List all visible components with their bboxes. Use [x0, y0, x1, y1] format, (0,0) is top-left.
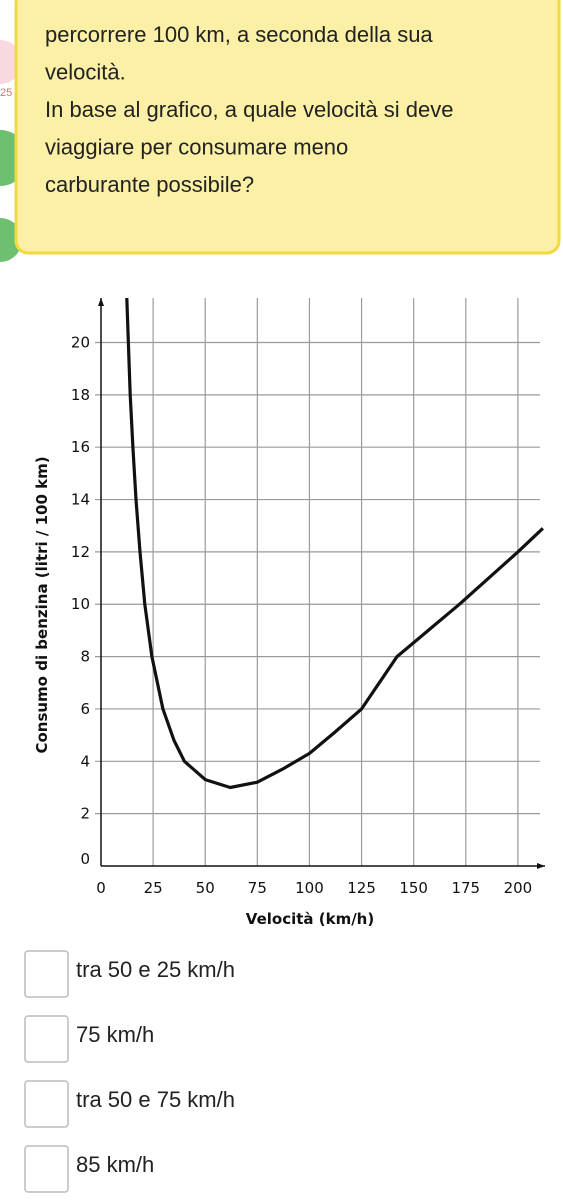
checkbox[interactable]: [24, 1145, 69, 1193]
y-axis-label: Consumo di benzina (litri / 100 km): [33, 456, 51, 753]
y-tick-label: 14: [71, 491, 90, 509]
checkbox[interactable]: [24, 950, 69, 998]
x-tick-label: 50: [196, 879, 215, 897]
x-tick-label: 75: [248, 879, 267, 897]
x-tick-label: 25: [144, 879, 163, 897]
y-tick-label: 10: [71, 595, 90, 613]
x-tick-label: 125: [347, 879, 376, 897]
y-tick-label: 0: [80, 850, 90, 868]
y-tick-label: 4: [80, 752, 90, 770]
y-tick-label: 16: [71, 438, 90, 456]
option-label[interactable]: 75 km/h: [76, 1022, 154, 1047]
option-label[interactable]: tra 50 e 25 km/h: [76, 957, 235, 982]
x-tick-label: 0: [96, 879, 106, 897]
y-tick-label: 20: [71, 333, 90, 351]
question-box: [14, 0, 561, 255]
question-line: In base al grafico, a quale velocità si …: [45, 97, 453, 122]
question-line: velocità.: [45, 60, 126, 85]
curve: [125, 297, 544, 790]
y-tick-label: 6: [80, 700, 90, 718]
option-label[interactable]: tra 50 e 75 km/h: [76, 1087, 235, 1112]
x-tick-label: 100: [295, 879, 324, 897]
side-badge: 25: [0, 87, 12, 99]
question-line: viaggiare per consumare meno: [45, 135, 348, 160]
checkbox[interactable]: [24, 1015, 69, 1063]
y-tick-label: 8: [80, 648, 90, 666]
x-tick-label: 150: [399, 879, 428, 897]
x-tick-label: 175: [451, 879, 480, 897]
x-axis-label: Velocità (km/h): [246, 910, 374, 928]
y-tick-label: 2: [80, 805, 90, 823]
x-tick-label: 200: [504, 879, 533, 897]
question-line: carburante possibile?: [45, 172, 254, 197]
y-tick-label: 18: [71, 386, 90, 404]
x-axis-arrow: [537, 863, 545, 869]
question-line: percorrere 100 km, a seconda della sua: [45, 22, 433, 47]
y-axis-arrow: [98, 298, 104, 306]
checkbox[interactable]: [24, 1080, 69, 1128]
y-tick-label: 12: [71, 543, 90, 561]
option-label[interactable]: 85 km/h: [76, 1152, 154, 1177]
